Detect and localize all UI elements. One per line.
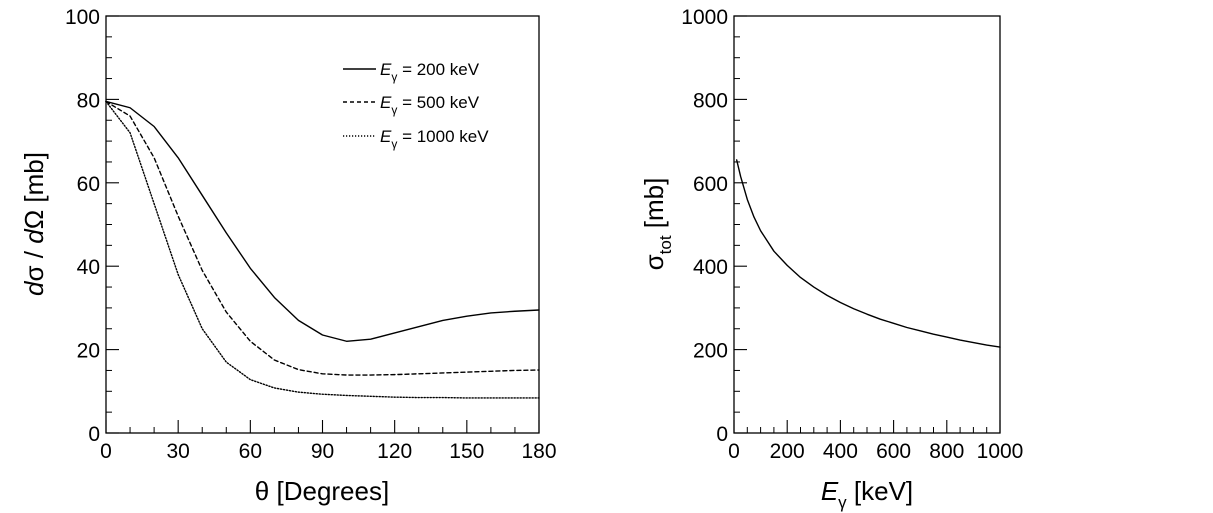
y-tick-label: 100 [65, 6, 100, 29]
x-tick-label: 0 [728, 440, 740, 463]
y-tick-label: 400 [693, 256, 728, 279]
x-tick-label: 90 [311, 440, 334, 463]
y-axis-label: dσ / dΩ [mb] [19, 152, 49, 296]
y-tick-label: 200 [693, 340, 728, 363]
x-tick-label: 800 [929, 440, 964, 463]
x-tick-label: 200 [770, 440, 805, 463]
x-tick-label: 30 [166, 440, 189, 463]
x-tick-label: 1000 [977, 440, 1024, 463]
legend-entry: Eγ = 200 keV [380, 60, 480, 84]
series-line-solid [105, 100, 540, 342]
y-tick-label: 0 [88, 423, 100, 446]
x-tick-label: 150 [449, 440, 484, 463]
legend: Eγ = 200 keV Eγ = 500 keV Eγ = 1000 keV [343, 60, 489, 151]
y-tick-label: 1000 [681, 6, 728, 29]
legend-entry: Eγ = 1000 keV [380, 127, 489, 151]
angular-distribution-chart: 0 30 60 90 120 150 180 0 20 40 60 80 100 Eγ = 200 keV… [19, 6, 557, 506]
legend-entry: Eγ = 500 keV [380, 93, 480, 117]
x-tick-label: 60 [239, 440, 262, 463]
y-tick-label: 0 [716, 423, 728, 446]
y-tick-label: 60 [77, 173, 100, 196]
x-tick-label: 600 [876, 440, 911, 463]
y-axis-label: σtot [mb] [639, 178, 675, 271]
plot-frame [733, 15, 1001, 434]
y-tick-label: 20 [77, 340, 100, 363]
x-tick-label: 400 [823, 440, 858, 463]
y-tick-label: 800 [693, 89, 728, 112]
series-line-dashed [105, 100, 540, 376]
x-tick-label: 180 [521, 440, 556, 463]
y-tick-label: 600 [693, 173, 728, 196]
x-tick-label: 0 [100, 440, 112, 463]
x-axis-label: θ [Degrees] [255, 476, 389, 506]
total-cross-section-chart: 0 200 400 600 800 1000 0 200 400 600 800 1000 Eγ [ke… [639, 6, 1023, 512]
x-axis-label: Eγ [keV] [821, 476, 913, 512]
y-tick-label: 40 [77, 256, 100, 279]
series-line-dotted [105, 100, 540, 399]
x-tick-label: 120 [377, 440, 412, 463]
y-tick-label: 80 [77, 89, 100, 112]
series-line-solid [735, 159, 1001, 348]
